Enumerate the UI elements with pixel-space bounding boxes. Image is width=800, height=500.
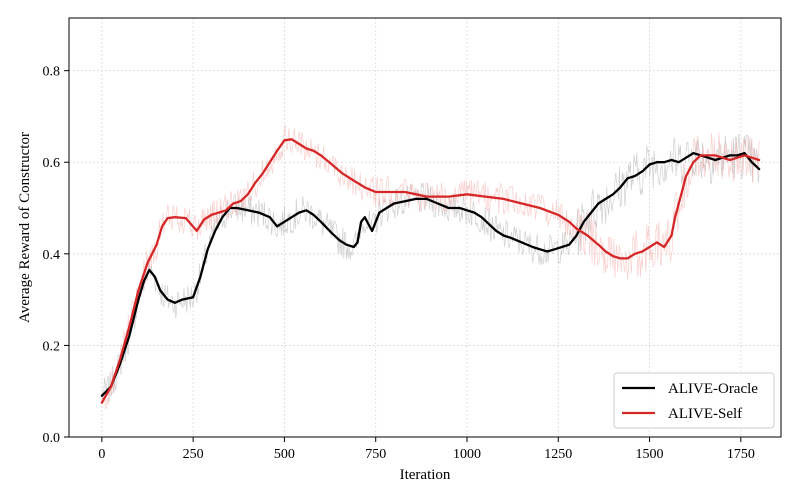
- legend: ALIVE-Oracle ALIVE-Self: [613, 372, 775, 429]
- x-tick-label: 1250: [544, 447, 572, 462]
- x-tick-label: 1500: [636, 447, 664, 462]
- series-line-alive-self: [100, 138, 761, 404]
- raw-trace-alive-self: [101, 124, 760, 410]
- raw-trace-alive-oracle: [101, 133, 760, 403]
- y-tick-label: 0.8: [43, 65, 61, 80]
- x-tick-label: 1750: [727, 447, 755, 462]
- x-tick-label: 500: [274, 447, 295, 462]
- y-axis-label: Average Reward of Constructor: [17, 132, 33, 323]
- legend-box: [613, 372, 775, 429]
- x-tick-label: 0: [98, 447, 105, 462]
- series-layer: [100, 138, 761, 404]
- y-tick-label: 0.2: [43, 339, 61, 354]
- x-tick-label: 750: [365, 447, 386, 462]
- legend-label-alive-oracle: ALIVE-Oracle: [668, 381, 758, 397]
- y-tick-label: 0.4: [43, 248, 61, 263]
- x-axis-label: Iteration: [400, 467, 451, 483]
- y-tick-label: 0.0: [43, 431, 61, 446]
- x-tick-label: 1000: [453, 447, 481, 462]
- x-tick-label: 250: [183, 447, 204, 462]
- y-tick-label: 0.6: [43, 156, 61, 171]
- plot-frame: [68, 17, 782, 438]
- legend-label-alive-self: ALIVE-Self: [668, 406, 742, 422]
- raw-noise-layer: [101, 124, 760, 410]
- x-axis: 0 250 500 750 1000 1250 1500 1750: [98, 437, 755, 462]
- y-axis: 0.0 0.2 0.4 0.6 0.8: [43, 65, 69, 446]
